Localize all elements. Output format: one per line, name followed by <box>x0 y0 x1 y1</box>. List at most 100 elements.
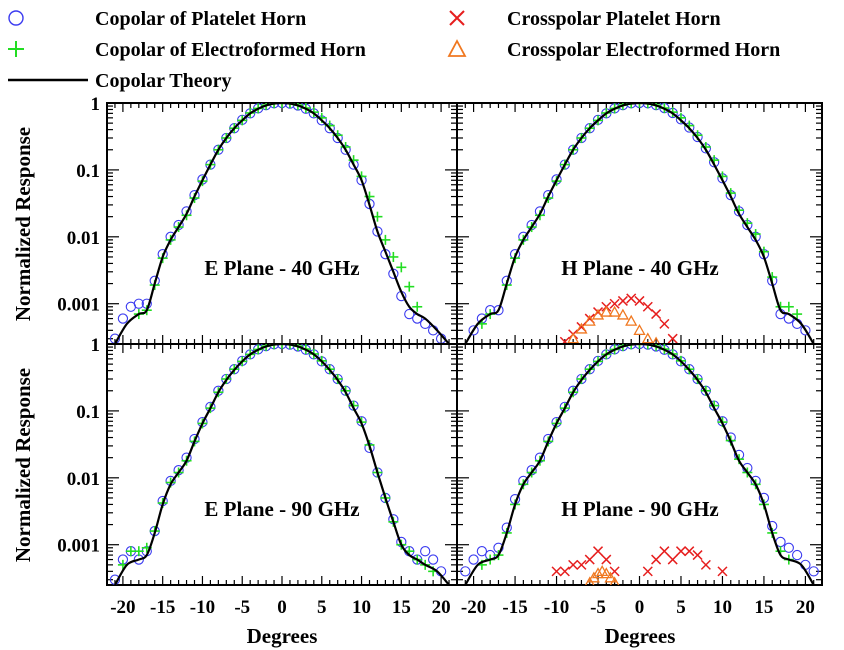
data-point <box>372 226 383 237</box>
data-point <box>551 566 562 577</box>
x-tick-label: -20 <box>461 597 486 618</box>
legend-entry: Copolar Theory <box>8 70 232 92</box>
data-point <box>559 566 570 577</box>
axes-labels: 1 0.1 0.01 0.001 1 0.1 0.01 0.001 -20 -15 -10 -5 0 5 1… <box>11 94 815 648</box>
x-tick-label: -10 <box>190 597 215 618</box>
data-point <box>468 554 479 565</box>
y-tick-label: 0.1 <box>76 161 100 182</box>
data-point <box>633 324 646 335</box>
x-tick-label: 5 <box>317 597 327 618</box>
x-tick-label: -15 <box>502 597 527 618</box>
x-tick-label: -5 <box>234 597 250 618</box>
plot-area <box>109 103 450 344</box>
data-point <box>800 325 811 336</box>
x-tick-label: -15 <box>150 597 175 618</box>
plot-area <box>109 344 450 585</box>
x-tick-label: 10 <box>352 597 371 618</box>
data-point <box>616 308 630 320</box>
y-tick-label: 1 <box>91 335 101 356</box>
data-point <box>642 566 653 577</box>
data-point <box>583 314 596 326</box>
data-point <box>396 262 407 273</box>
plot-frame <box>106 102 458 345</box>
data-point <box>634 295 645 306</box>
legend-entry: Copolar of Platelet Horn <box>8 8 306 30</box>
data-point <box>609 576 620 585</box>
legend-entry: Copolar of Electroformed Horn <box>8 39 366 61</box>
data-point <box>608 305 621 317</box>
data-point <box>404 281 415 292</box>
panel-title: E Plane - 40 GHz <box>204 256 359 280</box>
data-point <box>783 301 794 312</box>
data-point <box>584 554 595 565</box>
data-point <box>380 234 391 245</box>
data-point <box>684 546 695 557</box>
data-point <box>808 566 819 577</box>
plot-area <box>460 344 819 585</box>
data-point <box>792 309 803 320</box>
data-point <box>642 301 653 312</box>
data-point <box>568 559 579 570</box>
data-point <box>626 293 637 304</box>
x-tick-label: 5 <box>676 597 686 618</box>
data-point <box>133 298 144 309</box>
data-point <box>651 554 662 565</box>
data-point <box>277 344 287 349</box>
data-point <box>404 308 415 320</box>
data-point <box>460 566 471 577</box>
legend-label: Crosspolar Electroformed Horn <box>507 39 780 61</box>
data-point <box>625 314 638 326</box>
panel-title: H Plane - 90 GHz <box>561 497 718 521</box>
data-point <box>601 554 612 565</box>
legend-triangle-swatch <box>447 39 467 57</box>
y-axis-title: Normalized Response <box>11 368 35 562</box>
x-tick-label: 20 <box>796 597 815 618</box>
data-point <box>133 546 144 557</box>
x-tick-label: 10 <box>713 597 732 618</box>
data-point <box>600 305 613 317</box>
data-point <box>591 308 605 320</box>
x-axis-title: Degrees <box>605 624 676 648</box>
y-tick-label: 0.01 <box>67 469 100 490</box>
panel-title: E Plane - 90 GHz <box>204 497 359 521</box>
chart-panel: E Plane - 90 GHz <box>106 343 458 586</box>
y-tick-label: 1 <box>91 94 101 115</box>
plot-frame <box>456 102 823 345</box>
x-tick-label: 15 <box>754 597 773 618</box>
data-point <box>476 546 488 557</box>
data-point <box>468 325 479 336</box>
data-point <box>667 554 678 565</box>
x-tick-label: -5 <box>590 597 606 618</box>
y-tick-label: 0.01 <box>67 228 100 249</box>
x-tick-label: -20 <box>110 597 135 618</box>
x-axis-title: Degrees <box>247 624 318 648</box>
data-point <box>591 567 605 579</box>
data-point <box>783 542 794 553</box>
data-point <box>659 318 670 329</box>
data-point <box>117 313 129 324</box>
data-point <box>634 344 645 349</box>
data-point <box>609 298 620 309</box>
legend-label: Copolar Theory <box>95 70 232 92</box>
theory-line <box>114 103 450 344</box>
data-point <box>567 332 580 344</box>
data-point <box>617 295 628 306</box>
data-point <box>493 305 504 316</box>
y-tick-label: 0.1 <box>76 402 100 423</box>
plot-frame <box>456 343 823 586</box>
theory-line <box>464 344 815 585</box>
plot-area <box>464 103 815 344</box>
theory-line <box>113 344 450 585</box>
data-point <box>604 571 617 583</box>
x-tick-label: 20 <box>432 597 451 618</box>
legend-label: Copolar of Electroformed Horn <box>95 39 366 61</box>
data-point <box>675 546 687 557</box>
data-point <box>651 336 661 344</box>
data-point <box>592 546 604 557</box>
data-point <box>641 332 654 344</box>
legend-x-swatch <box>449 10 465 26</box>
y-tick-label: 0.001 <box>57 295 100 316</box>
data-point <box>420 546 431 557</box>
data-point <box>600 567 613 579</box>
x-tick-label: 0 <box>635 597 645 618</box>
